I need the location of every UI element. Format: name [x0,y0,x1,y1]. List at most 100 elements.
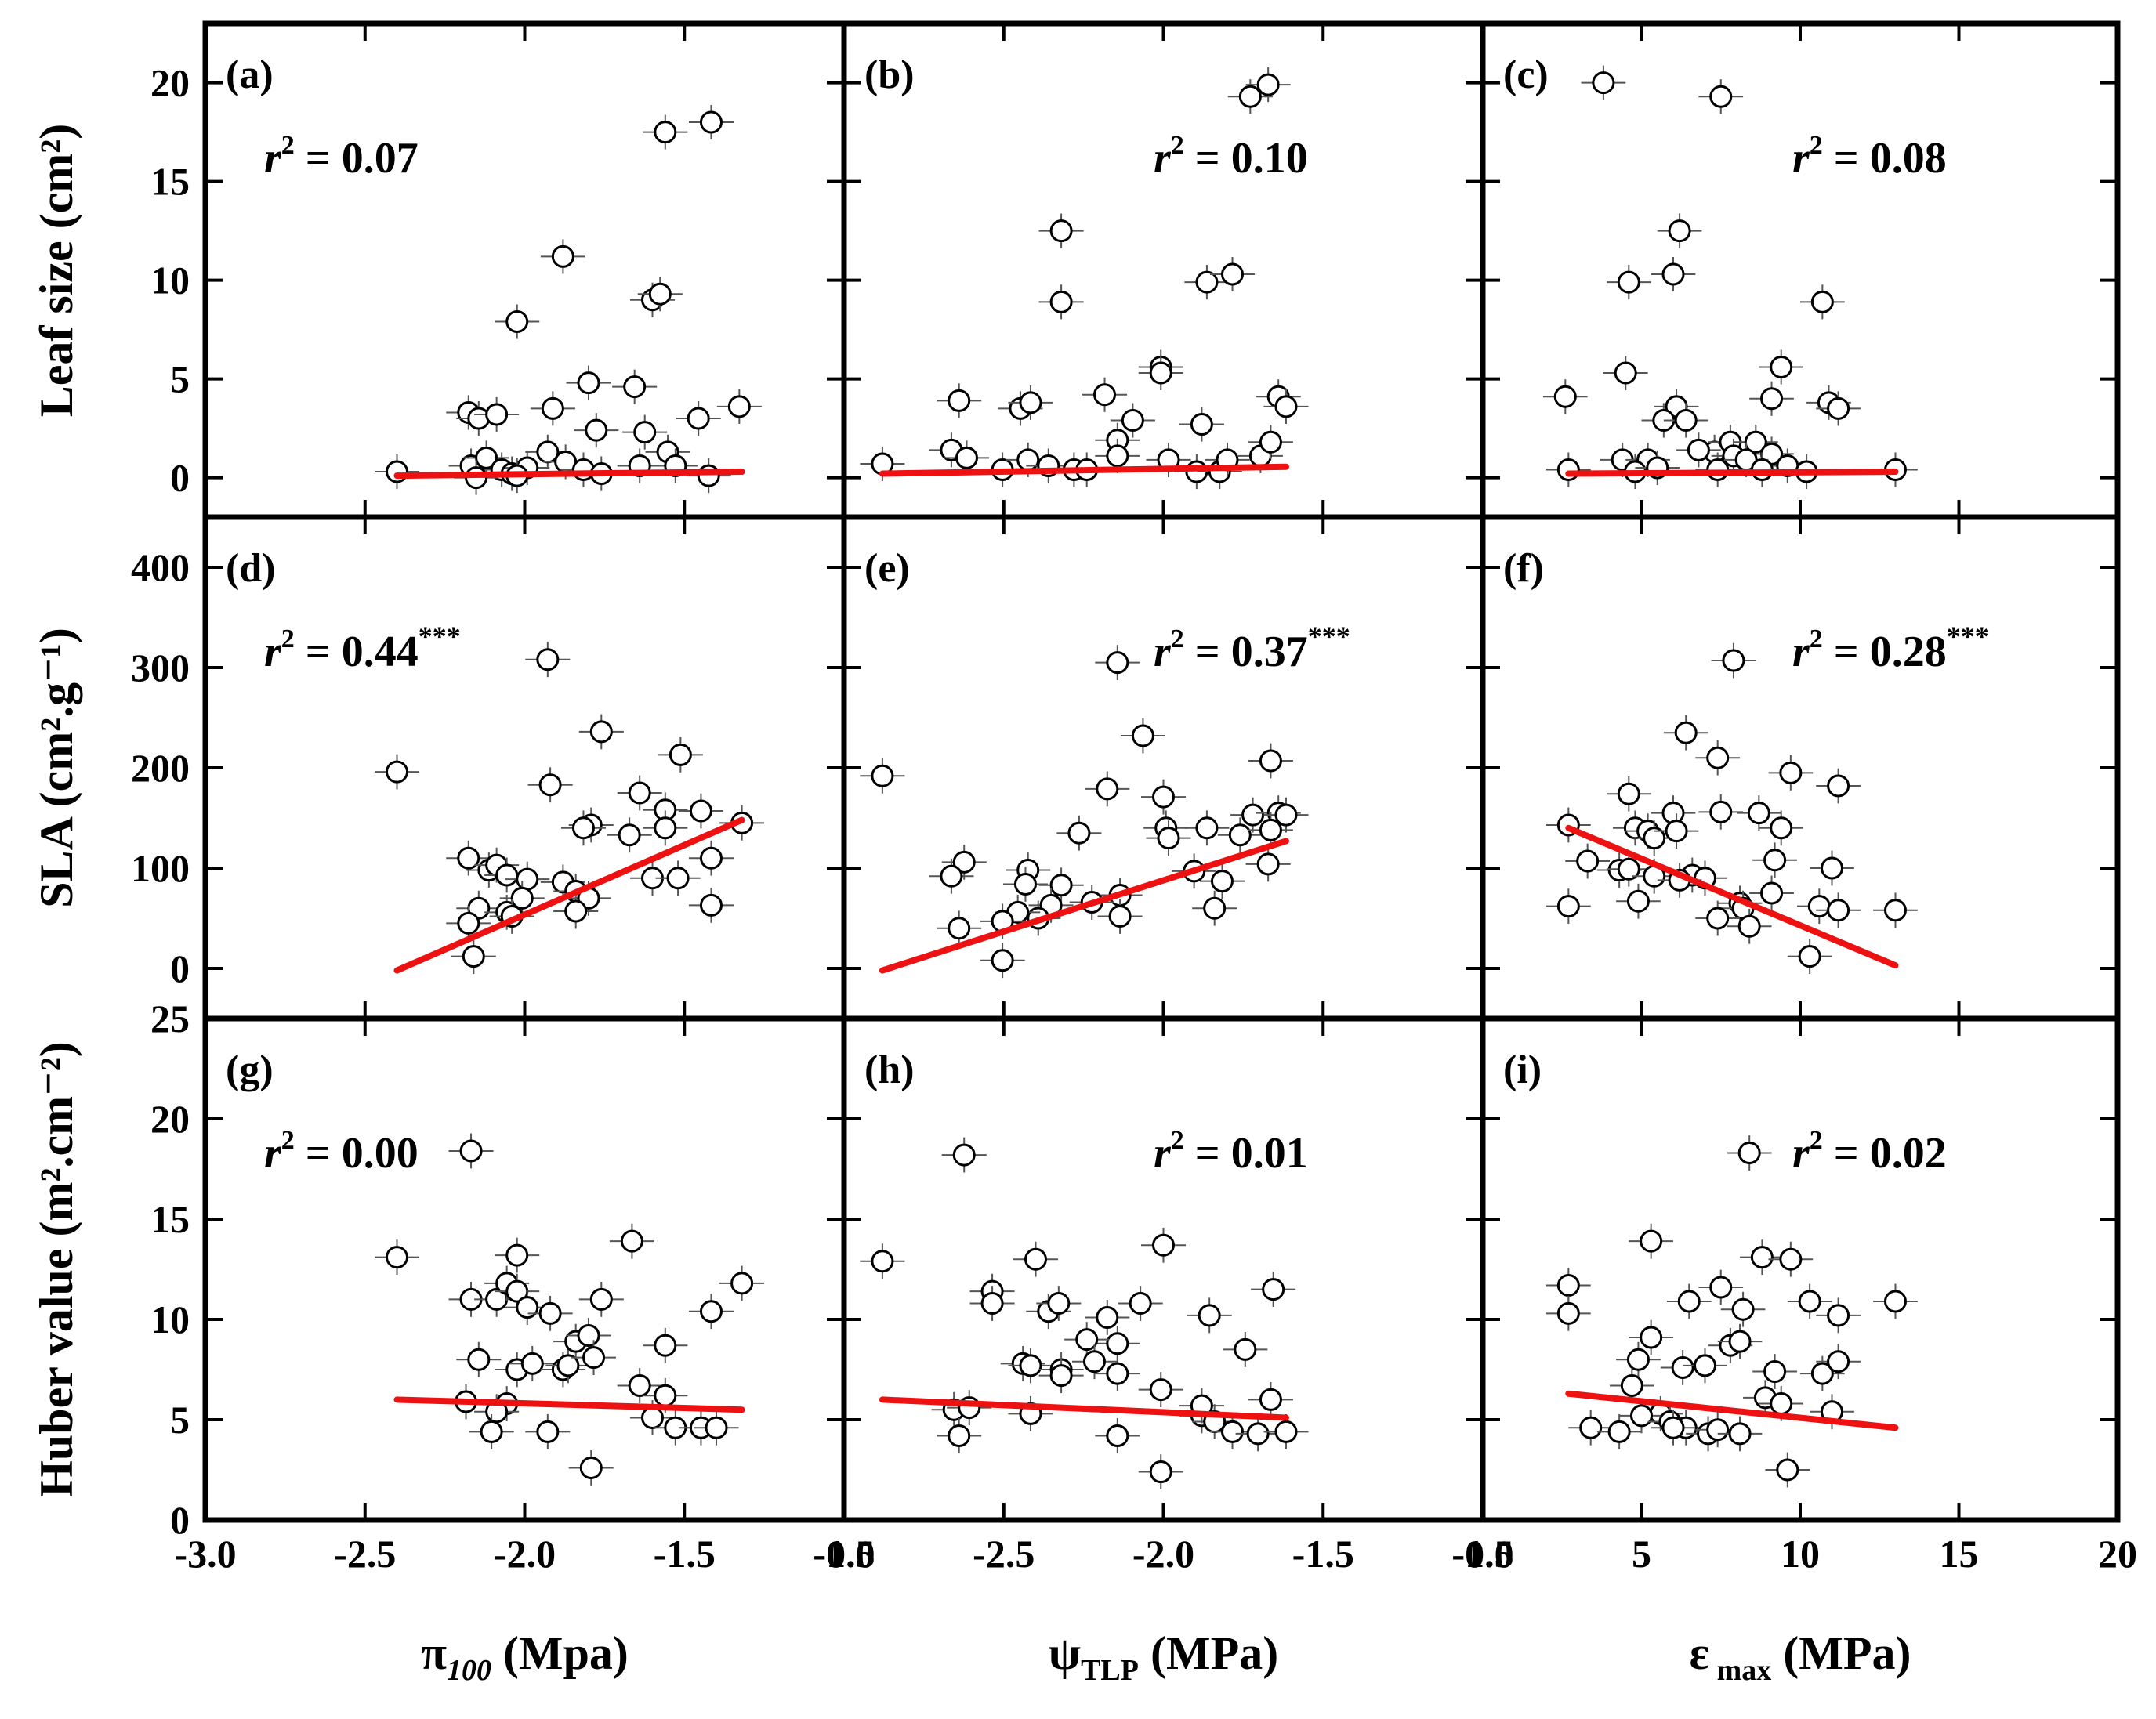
point-marker [699,893,723,917]
point-marker [1049,219,1073,243]
point-marker [1747,802,1770,825]
data-point [1768,755,1814,791]
point-marker [1617,857,1640,881]
point-marker [386,760,408,784]
data-point [1651,1410,1696,1446]
data-point [527,767,573,803]
regression-line [393,816,745,974]
data-point [969,1286,1015,1321]
data-point [1737,795,1781,831]
y-tick-label: 5 [170,357,190,401]
data-point [1749,875,1794,911]
data-point [1740,1239,1785,1276]
data-point [1097,899,1143,934]
point-marker [689,799,712,823]
point-marker [1807,895,1831,918]
data-point [719,1265,765,1301]
data-point [1184,265,1230,300]
data-point [1008,1395,1053,1431]
panel-frame [202,514,847,1022]
point-marker [1256,73,1280,96]
data-point [1245,846,1291,882]
data-point [525,642,571,678]
data-point [1251,1272,1296,1307]
point-marker [536,648,560,671]
data-point [937,1418,982,1453]
data-point [1873,1283,1918,1319]
point-marker [536,1420,560,1443]
x-tick-label: -2.5 [973,1532,1035,1576]
point-marker [1096,1305,1119,1329]
data-point [499,881,545,916]
point-marker [1706,1418,1730,1442]
point-marker [1607,1420,1631,1443]
data-point [1192,890,1237,926]
x-tick-label: -0.5 [1451,1532,1513,1576]
data-point [1651,256,1696,292]
point-marker [1259,430,1282,454]
point-marker [1668,219,1691,243]
point-marker [1694,1354,1716,1377]
point-marker [1131,724,1154,747]
point-marker [1737,1142,1761,1165]
data-point [860,758,905,794]
data-point [1546,888,1591,925]
point-marker [654,1384,677,1407]
data-point [941,844,987,880]
x-axis-title: ψTLP (MPa) [1049,1627,1278,1687]
data-point [1140,779,1187,815]
x-tick-label: -1.5 [654,1532,716,1576]
y-tick-label: 20 [150,61,190,105]
data-point [1184,810,1230,846]
data-point [694,1410,739,1446]
panel-frame [1480,20,2121,520]
regression-line [1565,1390,1899,1431]
point-marker [948,389,971,412]
data-point [1008,385,1053,420]
panel-label: (a) [226,52,274,97]
data-point [446,840,491,876]
data-point [1038,284,1084,320]
point-marker [1234,1337,1257,1361]
panel-frame [841,1015,1486,1523]
y-tick-label: 15 [150,1197,190,1241]
point-marker [1016,448,1040,472]
data-point [612,369,658,404]
point-marker [1674,721,1698,744]
point-marker [1259,749,1282,773]
data-point [1095,645,1140,680]
data-point [1695,900,1741,936]
point-marker [1049,1364,1073,1388]
data-point [1146,820,1191,856]
point-marker [1108,904,1132,928]
point-marker [1827,1350,1850,1373]
data-point [937,383,982,418]
data-point [1223,1332,1268,1367]
data-point [474,396,520,432]
point-marker [564,899,588,923]
data-point [676,400,721,436]
point-marker [516,1296,539,1319]
point-marker [386,460,408,483]
point-marker [1246,1422,1270,1446]
data-point [622,414,668,450]
data-point [448,1133,494,1169]
data-point [1816,1344,1861,1380]
data-point [374,754,420,790]
point-marker [654,1334,677,1357]
x-axis-title: ε max (MPa) [1689,1627,1911,1687]
point-marker [618,823,641,847]
x-tick-label: 15 [1940,1532,1979,1576]
point-marker [1665,820,1688,843]
x-tick-label: -1.0 [813,1532,875,1576]
point-marker [538,773,562,797]
data-point [1542,379,1588,414]
point-marker [1763,849,1787,872]
regression-line [879,463,1289,477]
point-marker [1709,1276,1733,1299]
panel-label: (c) [1503,52,1549,97]
point-marker [1149,1378,1172,1402]
point-marker [1067,821,1091,845]
panel-label: (f) [1503,546,1544,591]
